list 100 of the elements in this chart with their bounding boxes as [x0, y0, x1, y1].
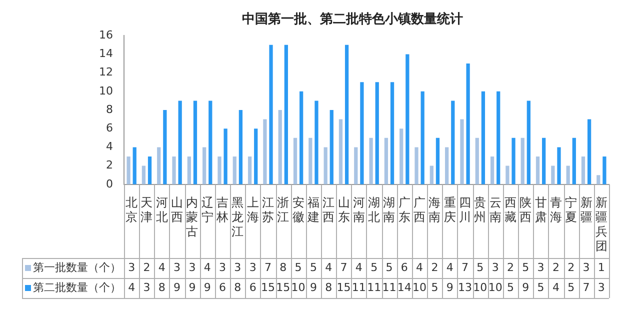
y-tick-label: 16	[98, 28, 113, 42]
data-label: 6	[219, 280, 226, 294]
bar	[506, 166, 510, 184]
data-label: 3	[598, 280, 605, 294]
data-label: 11	[382, 280, 396, 294]
data-label: 2	[552, 260, 560, 274]
data-label: 4	[416, 260, 424, 274]
bar	[520, 138, 524, 184]
x-tick-label: 重庆	[444, 196, 456, 224]
data-label: 7	[264, 260, 272, 274]
x-tick-label: 山东	[338, 196, 350, 224]
bar	[566, 166, 570, 184]
x-tick-label: 安徽	[292, 196, 304, 224]
bar	[163, 110, 167, 184]
bar	[406, 54, 410, 184]
x-tick-label: 河南	[352, 196, 365, 224]
bar	[475, 138, 479, 184]
data-label: 8	[158, 280, 166, 294]
bar	[481, 91, 486, 184]
x-tick-label: 贵州	[474, 196, 486, 224]
bar	[238, 110, 243, 184]
data-label: 5	[310, 260, 317, 274]
data-label: 14	[397, 280, 412, 294]
x-tick-label: 广西	[414, 196, 426, 224]
data-label: 2	[568, 260, 575, 274]
data-label: 10	[488, 280, 502, 294]
data-label: 10	[473, 280, 488, 294]
data-label: 9	[446, 280, 454, 294]
x-tick-label: 上海	[246, 196, 259, 224]
bar	[360, 82, 364, 184]
bar	[384, 138, 388, 184]
data-label: 15	[336, 280, 351, 294]
bar	[390, 82, 394, 184]
data-label: 10	[412, 280, 427, 294]
x-tick-label: 辽宁	[201, 196, 214, 224]
data-label: 4	[158, 260, 166, 274]
legend-label: 第一批数量（个）	[33, 260, 121, 274]
bar	[330, 110, 334, 184]
data-label: 6	[400, 260, 408, 274]
bar	[496, 91, 500, 184]
legend-label: 第二批数量（个）	[33, 280, 121, 294]
bar	[551, 166, 555, 184]
x-tick-label: 湖北	[368, 196, 380, 224]
y-tick-label: 12	[98, 66, 113, 79]
bar	[314, 100, 318, 184]
x-tick-label: 新疆兵团	[595, 196, 608, 253]
bar	[300, 91, 304, 184]
bar	[512, 138, 516, 184]
bar	[232, 156, 236, 184]
bar	[460, 119, 464, 184]
x-tick-label: 甘肃	[534, 196, 547, 224]
x-tick-label: 山西	[171, 196, 184, 224]
bar	[178, 100, 182, 184]
y-tick-label: 2	[106, 158, 113, 172]
x-tick-label: 北京	[126, 196, 138, 224]
data-label: 5	[431, 280, 438, 294]
bar	[466, 64, 470, 184]
data-label: 10	[291, 280, 306, 294]
y-tick-label: 10	[98, 84, 113, 98]
x-tick-label: 浙江	[277, 196, 290, 224]
x-tick-label: 宁夏	[565, 196, 578, 224]
bar	[193, 100, 198, 184]
data-label: 13	[458, 280, 472, 294]
bar	[375, 82, 379, 184]
data-label: 15	[276, 280, 290, 294]
data-label: 7	[340, 260, 348, 274]
x-tick-label: 青海	[550, 196, 562, 224]
bar	[445, 147, 449, 184]
data-label: 8	[280, 260, 287, 274]
data-label: 5	[522, 260, 530, 274]
data-label: 2	[143, 260, 150, 274]
data-label: 3	[174, 260, 181, 274]
data-label: 15	[260, 280, 275, 294]
data-label: 3	[143, 280, 150, 294]
bar	[400, 128, 404, 184]
bar	[572, 138, 576, 184]
bar	[157, 147, 161, 184]
data-label: 9	[188, 280, 196, 294]
data-label: 4	[552, 280, 560, 294]
data-label: 9	[310, 280, 317, 294]
data-label: 1	[598, 260, 605, 274]
x-tick-label: 海南	[428, 196, 441, 224]
bar	[126, 156, 130, 184]
x-tick-label: 黑龙江	[232, 196, 244, 239]
bar	[208, 100, 212, 184]
x-tick-label: 内蒙古	[186, 196, 198, 239]
bar	[542, 138, 546, 184]
y-tick-label: 8	[106, 102, 113, 116]
bar	[142, 166, 146, 184]
bar	[430, 166, 434, 184]
bar	[420, 91, 424, 184]
bar	[490, 156, 494, 184]
bar	[218, 156, 222, 184]
data-label: 2	[506, 260, 514, 274]
x-tick-label: 江苏	[262, 196, 274, 224]
data-label: 5	[568, 280, 575, 294]
data-label: 9	[174, 280, 181, 294]
data-label: 4	[128, 280, 136, 294]
data-label: 4	[204, 260, 211, 274]
bar	[414, 147, 418, 184]
